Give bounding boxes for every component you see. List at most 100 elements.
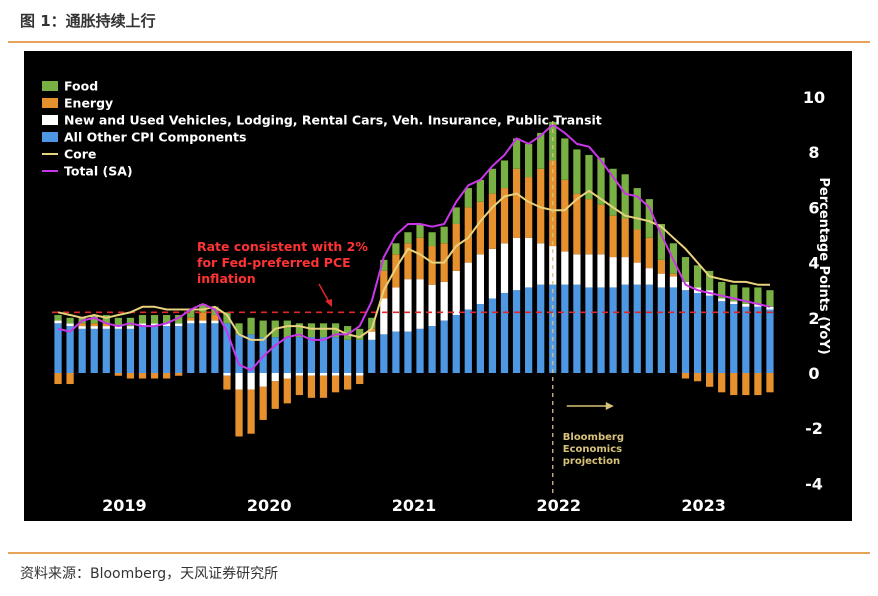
bar-segment bbox=[633, 262, 641, 285]
bar-segment bbox=[368, 317, 376, 329]
bar-segment bbox=[380, 259, 388, 271]
bar-segment bbox=[404, 279, 412, 332]
bar-segment bbox=[126, 328, 135, 373]
y-tick-label: 10 bbox=[803, 88, 825, 107]
x-year-label: 2020 bbox=[247, 496, 292, 515]
bar-segment bbox=[609, 215, 617, 258]
bar-segment bbox=[138, 315, 147, 324]
bar-segment bbox=[319, 373, 328, 376]
source-divider bbox=[8, 552, 870, 554]
bar-segment bbox=[573, 284, 581, 373]
bar-segment bbox=[561, 179, 569, 252]
bar-segment bbox=[597, 157, 605, 205]
bar-segment bbox=[537, 243, 545, 285]
legend-swatch bbox=[42, 81, 58, 91]
bar-segment bbox=[609, 287, 617, 373]
bar-segment bbox=[404, 243, 412, 280]
bar-segment bbox=[488, 298, 497, 373]
bar-segment bbox=[126, 326, 135, 329]
bar-segment bbox=[766, 306, 774, 310]
bar-segment bbox=[476, 254, 484, 304]
bar-segment bbox=[681, 373, 690, 379]
reference-label: for Fed-preferred PCE bbox=[197, 255, 351, 270]
bar-segment bbox=[452, 270, 460, 316]
bar-segment bbox=[295, 323, 303, 338]
bar-segment bbox=[657, 259, 665, 274]
bar-segment bbox=[380, 334, 388, 373]
bar-segment bbox=[585, 199, 593, 255]
legend-label: New and Used Vehicles, Lodging, Rental C… bbox=[64, 113, 602, 128]
bar-segment bbox=[187, 317, 195, 321]
bar-segment bbox=[114, 317, 122, 327]
bar-segment bbox=[500, 188, 509, 244]
reference-arrow-shaft bbox=[318, 283, 330, 303]
bar-segment bbox=[199, 320, 207, 324]
bar-segment bbox=[247, 317, 255, 335]
bar-segment bbox=[754, 373, 762, 396]
bar-segment bbox=[54, 320, 62, 324]
bar-segment bbox=[561, 138, 569, 180]
bar-segment bbox=[706, 373, 714, 387]
bar-segment bbox=[428, 326, 436, 373]
bar-segment bbox=[693, 292, 702, 373]
bar-segment bbox=[392, 243, 400, 255]
bar-segment bbox=[66, 373, 74, 385]
bar-segment bbox=[573, 193, 581, 255]
legend-swatch bbox=[42, 115, 58, 125]
bar-segment bbox=[525, 177, 533, 238]
bar-segment bbox=[464, 207, 472, 263]
bar-segment bbox=[331, 323, 340, 338]
projection-label: Economics bbox=[563, 444, 622, 455]
legend-swatch bbox=[42, 98, 58, 108]
bar-segment bbox=[476, 179, 484, 202]
bar-segment bbox=[416, 223, 424, 238]
bar-segment bbox=[681, 290, 690, 373]
bar-segment bbox=[549, 121, 557, 161]
bar-segment bbox=[199, 323, 207, 373]
bar-segment bbox=[356, 328, 364, 340]
bar-segment bbox=[645, 237, 653, 269]
bar-segment bbox=[114, 326, 122, 329]
bar-segment bbox=[645, 284, 653, 373]
bar-segment bbox=[742, 306, 750, 373]
bar-segment bbox=[295, 337, 303, 373]
bar-segment bbox=[597, 287, 605, 373]
bar-segment bbox=[78, 326, 86, 329]
bar-segment bbox=[766, 309, 774, 373]
bar-segment bbox=[730, 373, 738, 396]
bar-segment bbox=[223, 375, 231, 390]
bar-segment bbox=[500, 292, 509, 373]
bar-segment bbox=[464, 309, 472, 373]
bar-segment bbox=[657, 287, 665, 373]
bar-segment bbox=[597, 254, 605, 288]
bar-segment bbox=[331, 375, 340, 393]
cpi-contribution-chart: -4 -2 0 2 4 6 8 10 Percentage Points (YoY) 2019 20… bbox=[24, 51, 852, 521]
bar-segment bbox=[271, 381, 279, 409]
reference-label: Rate consistent with 2% bbox=[197, 239, 368, 254]
bar-segment bbox=[742, 304, 750, 307]
bar-segment bbox=[283, 373, 291, 379]
bar-segment bbox=[102, 323, 110, 327]
bar-segment bbox=[199, 304, 207, 313]
bar-segment bbox=[271, 337, 279, 373]
bar-segment bbox=[669, 273, 678, 277]
bar-segment bbox=[331, 337, 340, 373]
bar-segment bbox=[90, 328, 98, 373]
bar-segment bbox=[66, 326, 74, 373]
bar-segment bbox=[283, 337, 291, 373]
bar-segment bbox=[609, 168, 617, 216]
legend-label: Energy bbox=[64, 96, 113, 111]
y-tick-label: 0 bbox=[808, 364, 819, 383]
bar-segment bbox=[476, 201, 484, 255]
bar-segment bbox=[440, 320, 448, 373]
bar-segment bbox=[633, 284, 641, 373]
bar-segment bbox=[392, 287, 400, 332]
y-tick-label: 6 bbox=[808, 198, 819, 217]
legend-label: Total (SA) bbox=[64, 164, 133, 179]
total-line bbox=[57, 123, 771, 372]
bar-segment bbox=[681, 257, 690, 282]
bar-segment bbox=[597, 204, 605, 255]
figure-title: 图 1：通胀持续上行 bbox=[20, 12, 156, 30]
bar-segment bbox=[706, 270, 714, 291]
bar-segment bbox=[512, 237, 521, 291]
